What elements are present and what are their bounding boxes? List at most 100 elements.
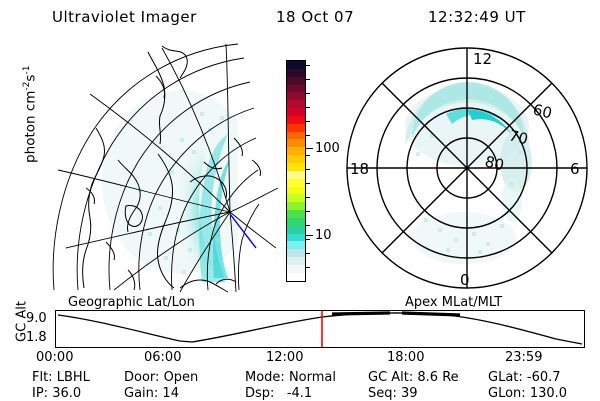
colorbar-segment <box>287 92 305 101</box>
colorbar-segment <box>287 233 305 242</box>
status-ip-value: 36.0 <box>52 386 82 401</box>
status-gc-alt-value: 8.6 Re <box>417 370 459 385</box>
status-gain-value: 14 <box>162 386 179 401</box>
gc-alt-tick-low: 1.8 <box>26 330 47 345</box>
status-gain: Gain: 14 <box>124 386 179 401</box>
status-ip-label: IP: <box>32 386 49 401</box>
time-tick-0000: 00:00 <box>36 350 74 365</box>
colorbar-unit-mid: s <box>22 74 39 82</box>
status-glat-value: -60.7 <box>526 370 561 385</box>
altitude-trace-thick <box>331 311 461 317</box>
geographic-map-panel[interactable] <box>30 42 280 294</box>
status-seq: Seq: 39 <box>368 386 418 401</box>
colorbar-segment <box>287 210 305 218</box>
status-glat: GLat: -60.7 <box>488 370 561 385</box>
time-tick-1800: 18:00 <box>387 350 425 365</box>
mag-panel-title: Apex MLat/MLT <box>405 295 503 310</box>
altitude-trace <box>57 312 583 345</box>
colorbar-segment <box>287 217 305 226</box>
colorbar-segment <box>287 241 305 250</box>
colorbar-segment <box>287 178 305 187</box>
status-glon: GLon: 130.0 <box>488 386 567 401</box>
colorbar-unit-main: photon cm <box>22 90 39 163</box>
gc-altitude-curve-svg <box>57 311 583 347</box>
colorbar-segment <box>287 100 305 109</box>
gc-alt-tick-high: 9.0 <box>26 311 47 326</box>
time-tick-2359: 23:59 <box>505 350 543 365</box>
mlt-label-6: 6 <box>570 160 580 178</box>
colorbar-segment <box>287 115 305 124</box>
colorbar-segment <box>287 249 305 258</box>
colorbar-segment <box>287 186 305 195</box>
status-seq-label: Seq: <box>368 386 397 401</box>
colorbar-segment <box>287 123 305 132</box>
status-glon-label: GLon: <box>488 386 526 401</box>
lat-label-80: 80 <box>483 152 506 174</box>
status-dsp-label: Dsp: <box>245 386 275 401</box>
status-ip: IP: 36.0 <box>32 386 81 401</box>
status-gain-label: Gain: <box>124 386 159 401</box>
status-glat-label: GLat: <box>488 370 523 385</box>
time-tick-0600: 06:00 <box>144 350 182 365</box>
status-filter-value: LBHL <box>56 370 90 385</box>
apex-mlat-mlt-panel[interactable]: 12 18 6 0 60 70 80 <box>342 42 592 294</box>
colorbar-unit-exp2: -1 <box>21 65 32 75</box>
lat-label-60: 60 <box>531 100 554 122</box>
geographic-map-svg <box>52 43 279 293</box>
status-door: Door: Open <box>124 370 198 385</box>
colorbar-segment <box>287 108 305 116</box>
colorbar-unit-exp1: -2 <box>21 81 32 91</box>
status-dsp-value: -4.1 <box>286 386 313 401</box>
mlt-label-18: 18 <box>350 160 369 178</box>
status-gc-alt: GC Alt: 8.6 Re <box>368 370 459 385</box>
colorbar-segment <box>287 147 305 156</box>
colorbar-ticks <box>306 59 313 283</box>
status-mode-value: Normal <box>288 370 336 385</box>
colorbar-tick-10: 10 <box>315 228 332 243</box>
colorbar-segment <box>287 170 305 179</box>
colorbar-segment <box>287 139 305 148</box>
observation-date: 18 Oct 07 <box>276 8 355 26</box>
colorbar-segment <box>287 61 305 69</box>
lat-label-70: 70 <box>507 126 530 148</box>
status-dsp: Dsp: -4.1 <box>245 386 312 401</box>
colorbar-segment <box>287 68 305 77</box>
colorbar-axis-title: photon cm-2s-1 <box>22 44 39 184</box>
status-door-label: Door: <box>124 370 160 385</box>
colorbar-segment <box>287 76 305 85</box>
colorbar[interactable] <box>286 60 306 282</box>
instrument-title: Ultraviolet Imager <box>52 8 197 26</box>
geographic-graticule <box>52 43 279 293</box>
status-mode-label: Mode: <box>245 370 285 385</box>
status-mode: Mode: Normal <box>245 370 336 385</box>
aurora-emission-mlt <box>405 82 532 264</box>
status-glon-value: 130.0 <box>529 386 568 401</box>
status-seq-value: 39 <box>401 386 418 401</box>
mlt-spokes <box>347 48 587 288</box>
time-tick-1200: 12:00 <box>266 350 304 365</box>
colorbar-segment <box>287 131 305 140</box>
colorbar-segment <box>287 84 305 93</box>
geo-panel-title: Geographic Lat/Lon <box>68 295 195 310</box>
status-filter-label: Flt: <box>32 370 53 385</box>
observation-time: 12:32:49 UT <box>428 8 526 26</box>
terminator-marker <box>229 213 257 249</box>
colorbar-segment <box>287 264 305 273</box>
colorbar-segment <box>287 155 305 163</box>
status-filter: Flt: LBHL <box>32 370 90 385</box>
colorbar-segment <box>287 194 305 203</box>
gc-altitude-timeseries[interactable] <box>55 310 585 348</box>
colorbar-segment <box>287 202 305 211</box>
colorbar-segment <box>287 257 305 265</box>
colorbar-segment <box>287 272 305 281</box>
status-gc-alt-label: GC Alt: <box>368 370 414 385</box>
aurora-emission-geo <box>102 90 239 288</box>
colorbar-segment <box>287 225 305 234</box>
mlt-label-0: 0 <box>460 271 470 289</box>
apex-dial-svg: 12 18 6 0 60 70 80 <box>346 47 588 289</box>
status-door-value: Open <box>163 370 199 385</box>
colorbar-segment <box>287 162 305 171</box>
colorbar-tick-100: 100 <box>315 141 340 156</box>
coastlines <box>82 45 261 293</box>
